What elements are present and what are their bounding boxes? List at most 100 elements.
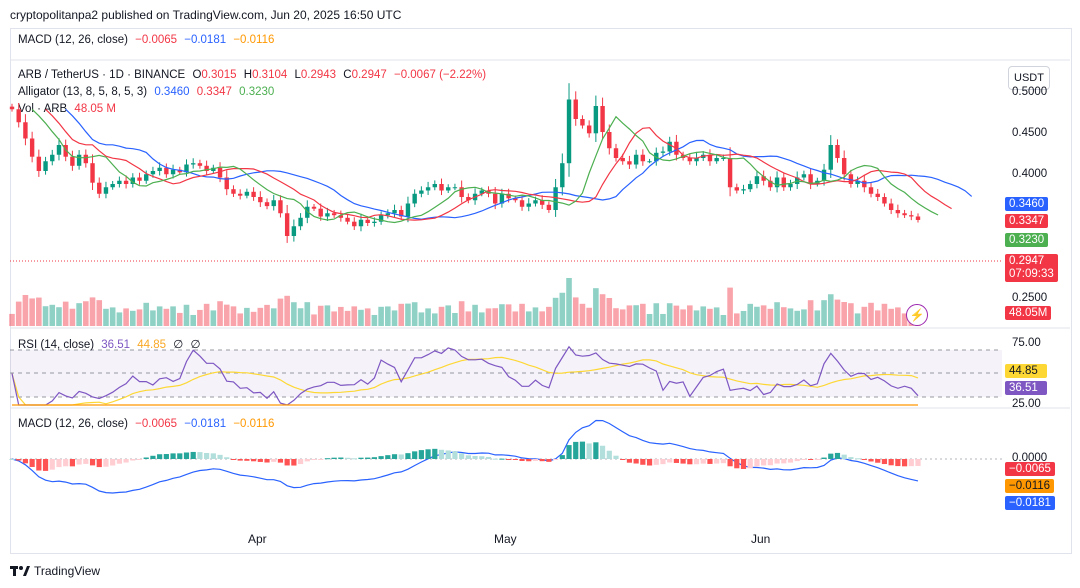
candle-body: [325, 213, 330, 217]
candle-body: [137, 177, 142, 181]
volume-bar: [660, 313, 666, 326]
candle-body: [164, 167, 169, 175]
macd-line-badge: −0.0181: [1005, 496, 1055, 510]
macd-hist-bar: [418, 450, 424, 459]
volume-bar: [257, 307, 264, 326]
macd-hist-bar: [526, 459, 532, 462]
macd-hist-bar: [479, 456, 485, 459]
macd-hist-bar: [204, 452, 210, 459]
volume-bar: [190, 314, 196, 326]
volume-bar: [794, 310, 800, 326]
o-label: O: [192, 69, 202, 81]
volume-bar: [197, 309, 203, 326]
volume-bar: [680, 309, 686, 326]
macd-hist-bar: [237, 459, 243, 461]
macd-hist-bar: [177, 453, 183, 459]
candle-body: [687, 158, 693, 162]
candle-body: [378, 215, 384, 222]
candle-body: [600, 106, 605, 132]
macd-hist-bar: [499, 458, 505, 460]
macd-v1: −0.0065: [135, 418, 178, 430]
h-label: H: [243, 69, 253, 81]
candle-body: [432, 184, 437, 188]
candle-body: [90, 163, 95, 183]
candle-body: [244, 191, 250, 196]
candle-body: [875, 193, 880, 197]
currency-button[interactable]: USDT: [1008, 66, 1050, 90]
alligator-teeth-line: [45, 108, 952, 221]
macd-histogram: [9, 441, 921, 471]
macd-hist-bar: [861, 459, 867, 460]
candle-body: [613, 148, 619, 158]
macd-hist-bar: [445, 450, 451, 459]
macd-hist-bar: [405, 453, 411, 459]
candle-body: [452, 187, 458, 189]
volume-bar: [156, 306, 163, 326]
candle-body: [70, 156, 75, 166]
candle-body: [36, 156, 42, 171]
rsi-badge: 36.51: [1005, 381, 1047, 395]
candle-body: [446, 187, 451, 191]
volume-bar: [297, 308, 304, 326]
candle-body: [479, 190, 484, 194]
volume-bar: [36, 297, 42, 326]
macd-hist-bar: [96, 459, 102, 468]
macd-hist-bar: [734, 459, 740, 469]
candle-body: [170, 169, 176, 175]
rsi-n2: ∅: [190, 339, 201, 351]
h-value: 0.3104: [252, 69, 288, 81]
macd-hist-bar: [217, 454, 223, 459]
volume-bar: [223, 304, 230, 326]
volume-bar: [546, 306, 552, 326]
volume-bar: [713, 307, 720, 326]
macd-hist-bar: [808, 459, 814, 460]
macd-hist-bar: [251, 459, 257, 462]
lightning-icon[interactable]: ⚡: [906, 304, 928, 326]
symbol-legend[interactable]: ARB / TetherUS · 1D · BINANCE O0.3015 H0…: [18, 69, 490, 81]
volume-bar: [485, 308, 492, 326]
volume-bar: [801, 309, 807, 326]
candle-body: [399, 210, 404, 217]
candle-body: [365, 219, 370, 223]
macd-hist-bar: [841, 454, 847, 459]
candle-body: [412, 193, 417, 204]
macd-legend[interactable]: MACD (12, 26, close) −0.0065 −0.0181 −0.…: [18, 418, 278, 430]
macd-hist-bar: [56, 459, 62, 468]
alligator-teeth-value: 0.3347: [196, 86, 232, 98]
candle-body: [251, 191, 256, 197]
volume-bar: [599, 294, 606, 326]
x-axis-label-apr: Apr: [248, 532, 267, 546]
volume-name: Vol · ARB: [18, 103, 68, 115]
volume-legend[interactable]: Vol · ARB 48.05 M: [18, 103, 120, 115]
candle-body: [707, 154, 713, 162]
candle-body: [56, 145, 62, 155]
macd-hist-bar: [150, 455, 156, 459]
macd-hist-bar: [351, 458, 357, 460]
volume-bars: [9, 278, 921, 326]
volume-bar: [613, 308, 619, 326]
candle-body: [97, 182, 102, 194]
volume-bar: [512, 311, 519, 326]
candle-body: [788, 184, 793, 188]
rsi-name: RSI (14, close): [18, 339, 95, 351]
macd-hist-bar: [49, 459, 55, 470]
candle-body: [184, 164, 189, 173]
macd-hist-badge: −0.0065: [1005, 462, 1055, 476]
volume-bar: [277, 298, 284, 326]
macd-hist-bar: [787, 459, 794, 463]
top-macd-legend[interactable]: MACD (12, 26, close) −0.0065 −0.0181 −0.…: [18, 34, 278, 46]
macd-hist-bar: [197, 452, 203, 459]
macd-hist-bar: [579, 441, 586, 459]
alligator-legend[interactable]: Alligator (13, 8, 5, 8, 5, 3) 0.3460 0.3…: [18, 86, 278, 98]
macd-hist-bar: [915, 459, 921, 466]
candle-body: [546, 204, 552, 210]
macd-hist-bar: [143, 457, 149, 459]
macd-hist-bar: [157, 454, 163, 459]
macd-hist-bar: [22, 459, 29, 464]
candle-body: [553, 187, 558, 210]
footer-brand: TradingView: [34, 564, 101, 578]
l-label: L: [294, 69, 301, 81]
rsi-legend[interactable]: RSI (14, close) 36.51 44.85 ∅ ∅: [18, 337, 205, 351]
rsi-ma-value: 44.85: [137, 339, 167, 351]
